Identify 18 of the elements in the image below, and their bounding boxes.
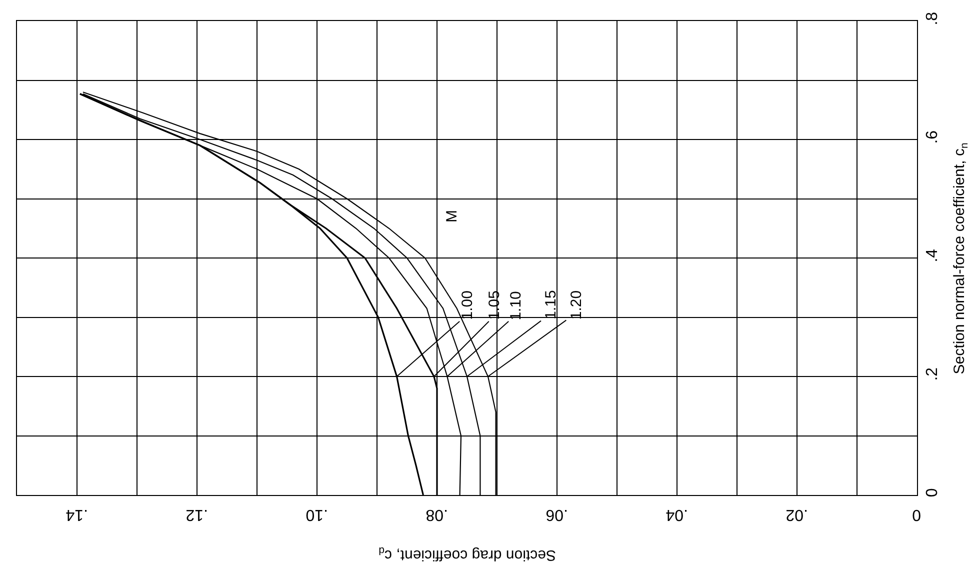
x-tick-label: .06: [546, 506, 568, 523]
y-tick-label: .8: [924, 12, 942, 26]
x-tick-label: 0: [912, 506, 921, 523]
text: 1.10: [508, 291, 524, 320]
x-tick-label: .12: [186, 506, 208, 523]
legend-title: M: [443, 210, 460, 223]
x-tick-label: .02: [786, 506, 808, 523]
text: 1.00: [458, 290, 476, 320]
y-tick-label: 0: [924, 488, 942, 498]
y-tick-label: .6: [924, 130, 942, 144]
x-tick-label: .08: [426, 506, 448, 523]
x-tick-label: .14: [66, 506, 88, 523]
y-tick-label: .2: [924, 367, 942, 381]
y-tick-label: .4: [924, 248, 942, 262]
text: 1.15: [542, 290, 560, 320]
x-tick-label: .10: [306, 506, 328, 523]
text: 1.20: [568, 290, 585, 320]
x-tick-label: .04: [666, 506, 688, 523]
